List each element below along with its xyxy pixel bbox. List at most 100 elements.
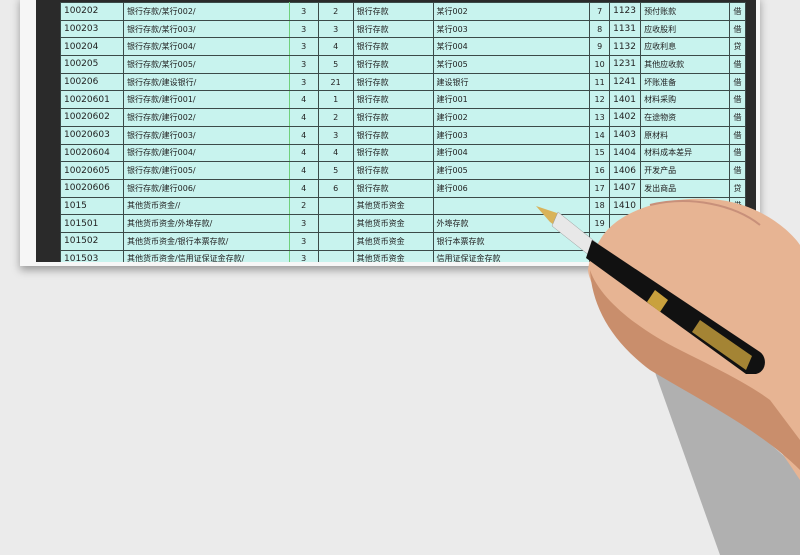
subject-code-cell[interactable]: 1407 [609, 178, 642, 198]
sequence-cell[interactable]: 18 [589, 196, 611, 216]
sub-index-cell[interactable]: 4 [317, 37, 354, 57]
balance-direction-cell[interactable]: 借 [728, 90, 746, 110]
sub-account-name-cell[interactable]: 建设银行 [432, 72, 591, 92]
sub-account-name-cell[interactable]: 某行003 [432, 19, 591, 39]
sub-account-name-cell[interactable]: 建行004 [432, 143, 591, 163]
account-path-cell[interactable]: 其他货币资金/外埠存款/ [122, 214, 290, 233]
level-cell[interactable]: 3 [288, 55, 319, 74]
account-code-cell[interactable]: 101503 [60, 249, 124, 262]
sub-index-cell[interactable] [317, 196, 354, 216]
balance-direction-cell[interactable]: 借 [728, 2, 746, 21]
subject-name-cell[interactable]: 预付账款 [640, 2, 730, 21]
balance-direction-cell[interactable]: 借 [728, 125, 746, 145]
sub-index-cell[interactable]: 3 [317, 19, 354, 39]
parent-account-cell[interactable]: 其他货币资金 [352, 249, 434, 262]
sub-index-cell[interactable]: 4 [317, 143, 354, 163]
parent-account-cell[interactable]: 银行存款 [352, 161, 434, 180]
level-cell[interactable]: 3 [288, 19, 319, 39]
subject-code-cell[interactable]: 1401 [609, 90, 642, 110]
level-cell[interactable]: 3 [288, 72, 319, 92]
account-path-cell[interactable]: 银行存款/建行004/ [122, 143, 290, 163]
account-code-cell[interactable]: 100206 [60, 72, 124, 92]
subject-code-cell[interactable]: 1402 [609, 108, 642, 127]
level-cell[interactable]: 3 [288, 214, 319, 233]
account-code-cell[interactable]: 10020604 [60, 143, 124, 163]
sub-index-cell[interactable]: 3 [317, 125, 354, 145]
parent-account-cell[interactable]: 银行存款 [352, 108, 434, 127]
sub-index-cell[interactable]: 21 [317, 72, 354, 92]
sub-index-cell[interactable]: 6 [317, 178, 354, 198]
sequence-cell[interactable]: 14 [589, 125, 611, 145]
level-cell[interactable]: 2 [288, 196, 319, 216]
balance-direction-cell[interactable]: 借 [728, 143, 746, 163]
sub-account-name-cell[interactable]: 某行004 [432, 37, 591, 57]
subject-name-cell[interactable]: 在途物资 [640, 108, 730, 127]
sub-account-name-cell[interactable]: 建行002 [432, 108, 591, 127]
subject-code-cell[interactable]: 1131 [609, 19, 642, 39]
sequence-cell[interactable]: 16 [589, 161, 611, 180]
balance-direction-cell[interactable]: 借 [728, 108, 746, 127]
account-path-cell[interactable]: 其他货币资金/银行本票存款/ [122, 231, 290, 251]
account-code-cell[interactable]: 100203 [60, 19, 124, 39]
level-cell[interactable]: 4 [288, 90, 319, 110]
sub-account-name-cell[interactable]: 建行003 [432, 125, 591, 145]
subject-name-cell[interactable]: 材料采购 [640, 90, 730, 110]
subject-code-cell[interactable]: 1410 [609, 196, 642, 216]
subject-name-cell[interactable]: 其他应收款 [640, 55, 730, 74]
level-cell[interactable]: 4 [288, 161, 319, 180]
level-cell[interactable]: 4 [288, 143, 319, 163]
account-path-cell[interactable]: 银行存款/建行003/ [122, 125, 290, 145]
balance-direction-cell[interactable]: 借 [728, 55, 746, 74]
parent-account-cell[interactable]: 银行存款 [352, 19, 434, 39]
account-code-cell[interactable]: 10020601 [60, 90, 124, 110]
parent-account-cell[interactable]: 银行存款 [352, 125, 434, 145]
account-path-cell[interactable]: 其他货币资金// [122, 196, 290, 216]
subject-code-cell[interactable]: 1132 [609, 37, 642, 57]
level-cell[interactable]: 3 [288, 231, 319, 251]
account-path-cell[interactable]: 银行存款/建行006/ [122, 178, 290, 198]
subject-code-cell[interactable]: 1123 [609, 2, 642, 21]
sequence-cell[interactable]: 17 [589, 178, 611, 198]
balance-direction-cell[interactable]: 借 [728, 19, 746, 39]
account-path-cell[interactable]: 银行存款/某行004/ [122, 37, 290, 57]
balance-direction-cell[interactable]: 借 [728, 72, 746, 92]
sub-account-name-cell[interactable]: 建行001 [432, 90, 591, 110]
parent-account-cell[interactable]: 银行存款 [352, 2, 434, 21]
level-cell[interactable]: 4 [288, 125, 319, 145]
subject-name-cell[interactable]: 应收股利 [640, 19, 730, 39]
subject-name-cell[interactable]: 开发产品 [640, 161, 730, 180]
level-cell[interactable]: 4 [288, 108, 319, 127]
account-path-cell[interactable]: 银行存款/某行003/ [122, 19, 290, 39]
sequence-cell[interactable]: 13 [589, 108, 611, 127]
account-path-cell[interactable]: 银行存款/建设银行/ [122, 72, 290, 92]
account-code-cell[interactable]: 101502 [60, 231, 124, 251]
account-code-cell[interactable]: 100204 [60, 37, 124, 57]
account-code-cell[interactable]: 10020606 [60, 178, 124, 198]
sequence-cell[interactable]: 12 [589, 90, 611, 110]
sub-index-cell[interactable]: 1 [317, 90, 354, 110]
sequence-cell[interactable]: 8 [589, 19, 611, 39]
sequence-cell[interactable]: 15 [589, 143, 611, 163]
sub-index-cell[interactable]: 5 [317, 161, 354, 180]
parent-account-cell[interactable]: 银行存款 [352, 72, 434, 92]
parent-account-cell[interactable]: 银行存款 [352, 55, 434, 74]
account-path-cell[interactable]: 银行存款/建行002/ [122, 108, 290, 127]
subject-name-cell[interactable]: 原材料 [640, 125, 730, 145]
subject-code-cell[interactable]: 1241 [609, 72, 642, 92]
level-cell[interactable]: 4 [288, 178, 319, 198]
account-path-cell[interactable]: 银行存款/某行005/ [122, 55, 290, 74]
sequence-cell[interactable]: 11 [589, 72, 611, 92]
subject-code-cell[interactable]: 1231 [609, 55, 642, 74]
parent-account-cell[interactable]: 其他货币资金 [352, 214, 434, 233]
account-code-cell[interactable]: 100202 [60, 2, 124, 21]
account-code-cell[interactable]: 101501 [60, 214, 124, 233]
sub-account-name-cell[interactable]: 建行005 [432, 161, 591, 180]
sub-account-name-cell[interactable]: 银行本票存款 [432, 231, 591, 251]
account-path-cell[interactable]: 银行存款/建行001/ [122, 90, 290, 110]
account-code-cell[interactable]: 1015 [60, 196, 124, 216]
balance-direction-cell[interactable]: 借 [728, 161, 746, 180]
account-path-cell[interactable]: 其他货币资金/信用证保证金存款/ [122, 249, 290, 262]
sequence-cell[interactable]: 9 [589, 37, 611, 57]
parent-account-cell[interactable]: 银行存款 [352, 178, 434, 198]
subject-code-cell[interactable]: 1404 [609, 143, 642, 163]
